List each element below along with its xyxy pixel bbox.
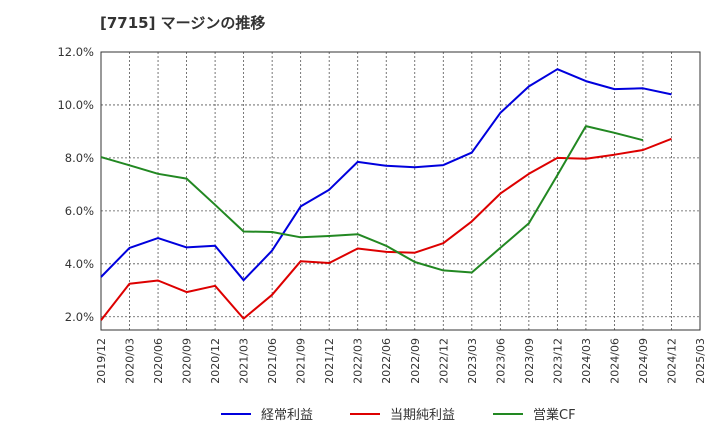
x-tick-label: 2023/06 — [494, 338, 507, 384]
x-tick-label: 2021/06 — [266, 338, 279, 384]
y-tick-label: 4.0% — [65, 257, 94, 271]
legend-label: 当期純利益 — [390, 408, 455, 423]
series-line-2 — [100, 137, 672, 321]
grid-layer — [101, 51, 700, 330]
axis-layer: 2.0% 4.0% 6.0% 8.0% 10.0% 12.0% 2019/12 2020/03… — [57, 45, 707, 384]
legend-label: 経常利益 — [261, 408, 313, 423]
x-tick-label: 2019/12 — [95, 338, 108, 384]
x-tick-label: 2023/03 — [466, 338, 479, 384]
chart-title: [7715] マージンの推移 — [100, 14, 266, 32]
x-tick-label: 2020/06 — [152, 338, 165, 384]
x-tick-label: 2022/03 — [352, 338, 365, 384]
x-tick-label: 2025/03 — [694, 338, 707, 384]
x-tick-label: 2024/12 — [665, 338, 678, 384]
x-tick-label: 2024/06 — [608, 338, 621, 384]
x-tick-label: 2020/03 — [124, 338, 137, 384]
x-tick-label: 2021/12 — [323, 338, 336, 384]
x-tick-label: 2024/03 — [580, 338, 593, 384]
plot-frame — [100, 51, 701, 331]
series-line-3 — [100, 125, 644, 274]
y-tick-label: 10.0% — [57, 98, 94, 112]
y-tick-label: 2.0% — [65, 310, 94, 324]
x-tick-label: 2022/06 — [380, 338, 393, 384]
y-tick-label: 8.0% — [65, 151, 94, 165]
legend-label: 営業CF — [533, 407, 576, 423]
x-tick-label: 2022/09 — [409, 338, 422, 384]
x-tick-label: 2021/09 — [295, 338, 308, 384]
x-tick-label: 2023/12 — [551, 338, 564, 384]
x-tick-label: 2023/09 — [523, 338, 536, 384]
x-tick-label: 2024/09 — [637, 338, 650, 384]
x-tick-label: 2020/12 — [209, 338, 222, 384]
y-tick-label: 12.0% — [57, 45, 94, 59]
x-tick-label: 2020/09 — [181, 338, 194, 384]
series-line-1 — [100, 68, 672, 282]
x-tick-label: 2022/12 — [437, 338, 450, 384]
x-tick-label: 2021/03 — [238, 338, 251, 384]
y-tick-label: 6.0% — [65, 204, 94, 218]
legend: 経常利益 当期純利益 営業CF — [221, 407, 576, 423]
series-layer — [100, 68, 672, 321]
